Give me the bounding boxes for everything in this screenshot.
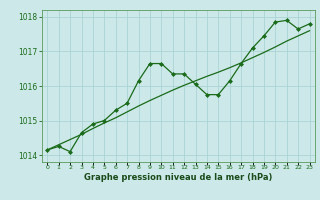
X-axis label: Graphe pression niveau de la mer (hPa): Graphe pression niveau de la mer (hPa): [84, 173, 273, 182]
